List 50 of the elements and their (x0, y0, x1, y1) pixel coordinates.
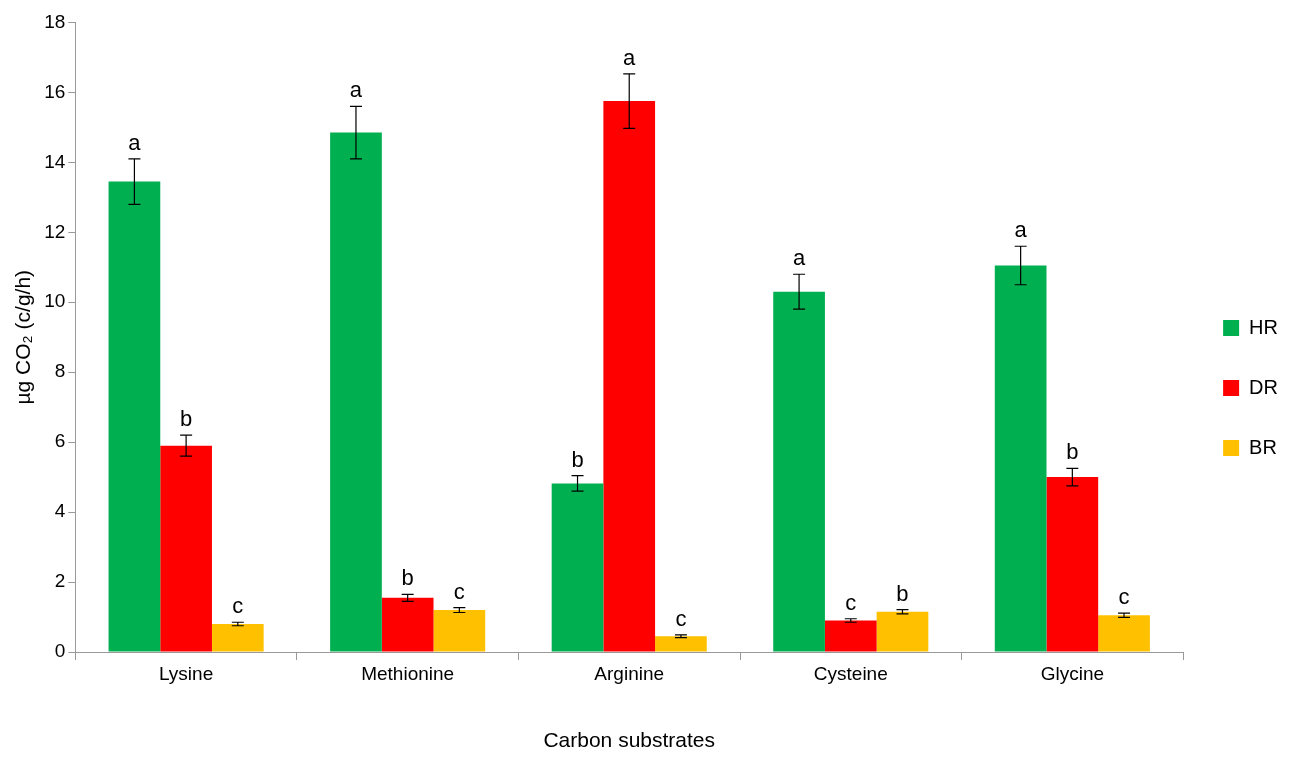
data-label: c (675, 605, 687, 631)
data-label: c (845, 589, 857, 615)
x-tick-label: Cysteine (813, 662, 888, 684)
bar (160, 445, 212, 652)
y-tick-label: 8 (54, 360, 66, 382)
bar (211, 624, 264, 652)
data-label: a (623, 44, 637, 70)
data-label: a (792, 245, 806, 271)
x-tick-label: Arginine (594, 662, 665, 684)
data-label: b (179, 406, 193, 432)
bar (824, 620, 877, 652)
x-tick-label: Lysine (159, 662, 214, 684)
bar (655, 636, 707, 652)
data-label: c (1118, 584, 1130, 610)
data-label: a (349, 77, 363, 103)
y-tick-label: 0 (54, 640, 66, 662)
data-label: b (896, 580, 909, 606)
x-tick-label: Methionine (361, 662, 455, 684)
data-label: b (1066, 439, 1079, 465)
x-tick-label: Glycine (1040, 662, 1105, 684)
y-tick-label: 4 (54, 500, 66, 522)
data-label: b (401, 565, 414, 591)
legend-label: BR (1249, 435, 1277, 458)
y-tick-label: 12 (44, 220, 66, 242)
bar (1046, 477, 1099, 652)
legend-label: HR (1249, 315, 1278, 338)
y-tick-label: 2 (54, 570, 66, 592)
bar (330, 132, 382, 652)
x-axis-title: Carbon substrates (543, 728, 716, 752)
y-tick-label: 14 (44, 150, 66, 172)
y-tick-label: 6 (54, 430, 66, 452)
legend-label: DR (1249, 375, 1278, 398)
y-axis-title: µg CO₂ (c/g/h) (11, 269, 35, 405)
bar (381, 597, 434, 652)
data-label: a (128, 129, 142, 155)
bar (876, 611, 929, 652)
data-label: c (232, 593, 244, 619)
bar (551, 483, 604, 652)
bar (773, 291, 825, 652)
y-tick-label: 16 (44, 80, 66, 102)
bar (1098, 615, 1150, 652)
bar (433, 610, 486, 652)
data-label: c (453, 578, 465, 604)
data-label: a (1014, 217, 1028, 243)
data-label: b (571, 446, 584, 472)
bar (603, 101, 656, 652)
y-tick-label: 18 (44, 10, 66, 32)
bar (108, 181, 161, 652)
y-tick-label: 10 (44, 290, 66, 312)
bar (994, 265, 1047, 652)
